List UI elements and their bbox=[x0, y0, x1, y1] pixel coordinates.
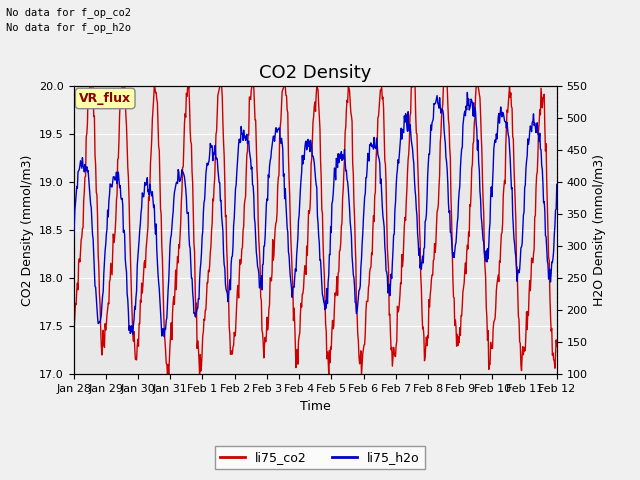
Y-axis label: H2O Density (mmol/m3): H2O Density (mmol/m3) bbox=[593, 155, 606, 306]
Text: VR_flux: VR_flux bbox=[79, 92, 131, 105]
Legend: li75_co2, li75_h2o: li75_co2, li75_h2o bbox=[215, 446, 425, 469]
Text: No data for f_op_co2: No data for f_op_co2 bbox=[6, 7, 131, 18]
Text: No data for f_op_h2o: No data for f_op_h2o bbox=[6, 22, 131, 33]
Title: CO2 Density: CO2 Density bbox=[259, 64, 371, 82]
Y-axis label: CO2 Density (mmol/m3): CO2 Density (mmol/m3) bbox=[20, 155, 33, 306]
X-axis label: Time: Time bbox=[300, 400, 331, 413]
